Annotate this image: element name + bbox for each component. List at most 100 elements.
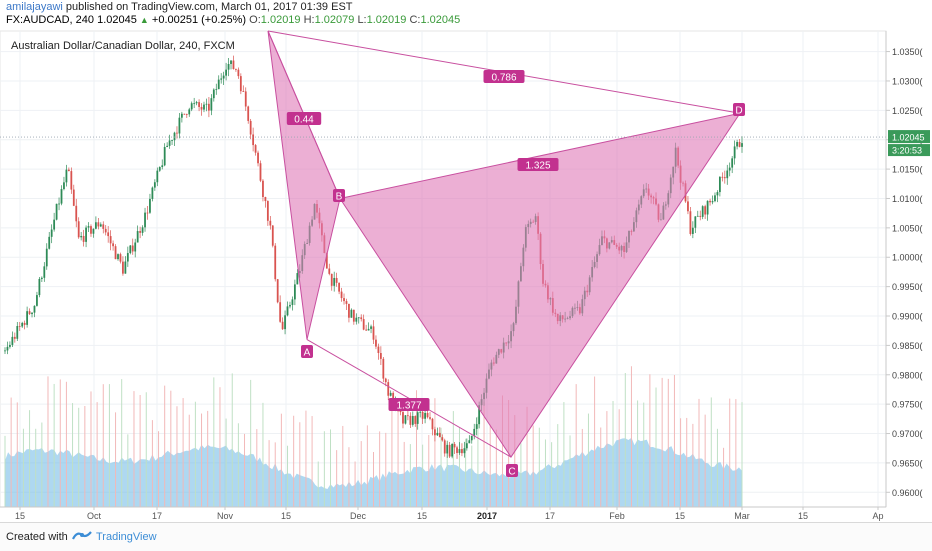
- candle-body: [451, 443, 454, 457]
- candle-body: [262, 180, 264, 198]
- tradingview-logo-icon: [72, 531, 92, 540]
- candle-body: [259, 163, 262, 181]
- candle-body: [11, 336, 14, 345]
- candle-body: [178, 117, 181, 134]
- candle: [153, 179, 156, 191]
- candle-body: [338, 282, 341, 292]
- candle: [733, 140, 736, 165]
- candle: [738, 139, 741, 148]
- price-tick-label: 0.9650(: [892, 458, 923, 468]
- candle: [94, 216, 97, 230]
- candle: [4, 347, 6, 354]
- price-chart[interactable]: 0.786 0.44 1.325 1.377 A B C D 1.0350(1.0300(1.0…: [0, 0, 932, 522]
- candle-body: [247, 106, 250, 121]
- candle: [11, 331, 14, 348]
- candle-body: [431, 418, 434, 430]
- candle: [45, 243, 48, 270]
- candle: [82, 229, 85, 247]
- candle: [438, 427, 441, 438]
- close-label: C:: [409, 14, 421, 26]
- candle: [33, 305, 36, 318]
- candle: [129, 244, 132, 255]
- candle-body: [375, 339, 377, 347]
- time-tick-label: 17: [152, 511, 162, 521]
- candle: [85, 225, 87, 248]
- candle: [271, 225, 274, 248]
- candle-body: [704, 206, 707, 215]
- candle: [43, 262, 46, 282]
- candle: [242, 85, 245, 92]
- candle: [330, 273, 333, 291]
- candle-body: [709, 200, 711, 203]
- candle-body: [63, 182, 65, 190]
- candle: [122, 256, 124, 276]
- candle-body: [92, 228, 95, 234]
- candle: [151, 186, 154, 202]
- candle: [53, 212, 56, 232]
- time-tick-label: 15: [798, 511, 808, 521]
- candle-body: [286, 306, 289, 316]
- open-label: O:: [249, 14, 261, 26]
- ratio-label-bg: [517, 158, 559, 171]
- price-change: +0.00251 (+0.25%): [151, 14, 247, 26]
- tradingview-brand[interactable]: TradingView: [96, 531, 157, 543]
- countdown-text: 3:20:53: [892, 146, 922, 156]
- candle: [99, 222, 102, 227]
- candle-body: [158, 167, 161, 171]
- candle: [446, 440, 449, 458]
- candle: [215, 83, 218, 95]
- candle-body: [225, 69, 227, 76]
- candle: [23, 320, 26, 330]
- candle-body: [141, 227, 144, 233]
- candle: [210, 94, 213, 116]
- ratio-label-text: 1.325: [525, 161, 550, 172]
- candle: [468, 435, 471, 444]
- candle-body: [38, 278, 41, 296]
- author-link[interactable]: amilajayawi: [6, 1, 63, 13]
- high-label: H:: [303, 14, 315, 26]
- candle-body: [144, 212, 146, 228]
- open-value: 1.02019: [260, 14, 301, 26]
- candle: [97, 217, 100, 230]
- published-text: published on TradingView.com, March 01, …: [62, 1, 353, 13]
- candle: [26, 306, 29, 328]
- candle-body: [60, 189, 63, 204]
- candle: [348, 303, 350, 323]
- candle-body: [124, 261, 127, 274]
- candle: [286, 301, 289, 317]
- time-tick-label: Mar: [734, 511, 750, 521]
- candle: [146, 206, 149, 220]
- candle-body: [72, 189, 75, 206]
- price-tick-label: 0.9900(: [892, 312, 923, 322]
- candle: [205, 98, 208, 112]
- candle: [350, 308, 353, 318]
- point-label-bg: [733, 103, 745, 116]
- candle-body: [269, 220, 272, 226]
- countdown-badge: [888, 144, 930, 157]
- candle-body: [478, 405, 481, 425]
- candle: [149, 193, 151, 214]
- candle: [456, 445, 458, 459]
- candle: [728, 162, 731, 177]
- candle: [365, 324, 368, 332]
- candle: [65, 164, 68, 187]
- symbol-info: FX:AUDCAD, 240 1.02045 ▲ +0.00251 (+0.25…: [6, 14, 460, 26]
- candle-body: [357, 317, 360, 319]
- candle-body: [264, 197, 267, 202]
- candle-body: [119, 254, 122, 262]
- candle: [161, 159, 164, 170]
- candle-body: [67, 169, 70, 172]
- candle: [212, 88, 215, 102]
- candle-body: [85, 227, 87, 242]
- candle: [18, 321, 21, 331]
- candle-body: [222, 75, 225, 79]
- candle: [458, 442, 461, 455]
- candle-body: [21, 322, 24, 327]
- candle: [13, 332, 16, 343]
- candle: [709, 198, 711, 206]
- pattern-point-c: C: [506, 464, 518, 478]
- candle: [424, 409, 426, 424]
- candle-body: [239, 76, 242, 92]
- last-price-badge: [888, 130, 930, 144]
